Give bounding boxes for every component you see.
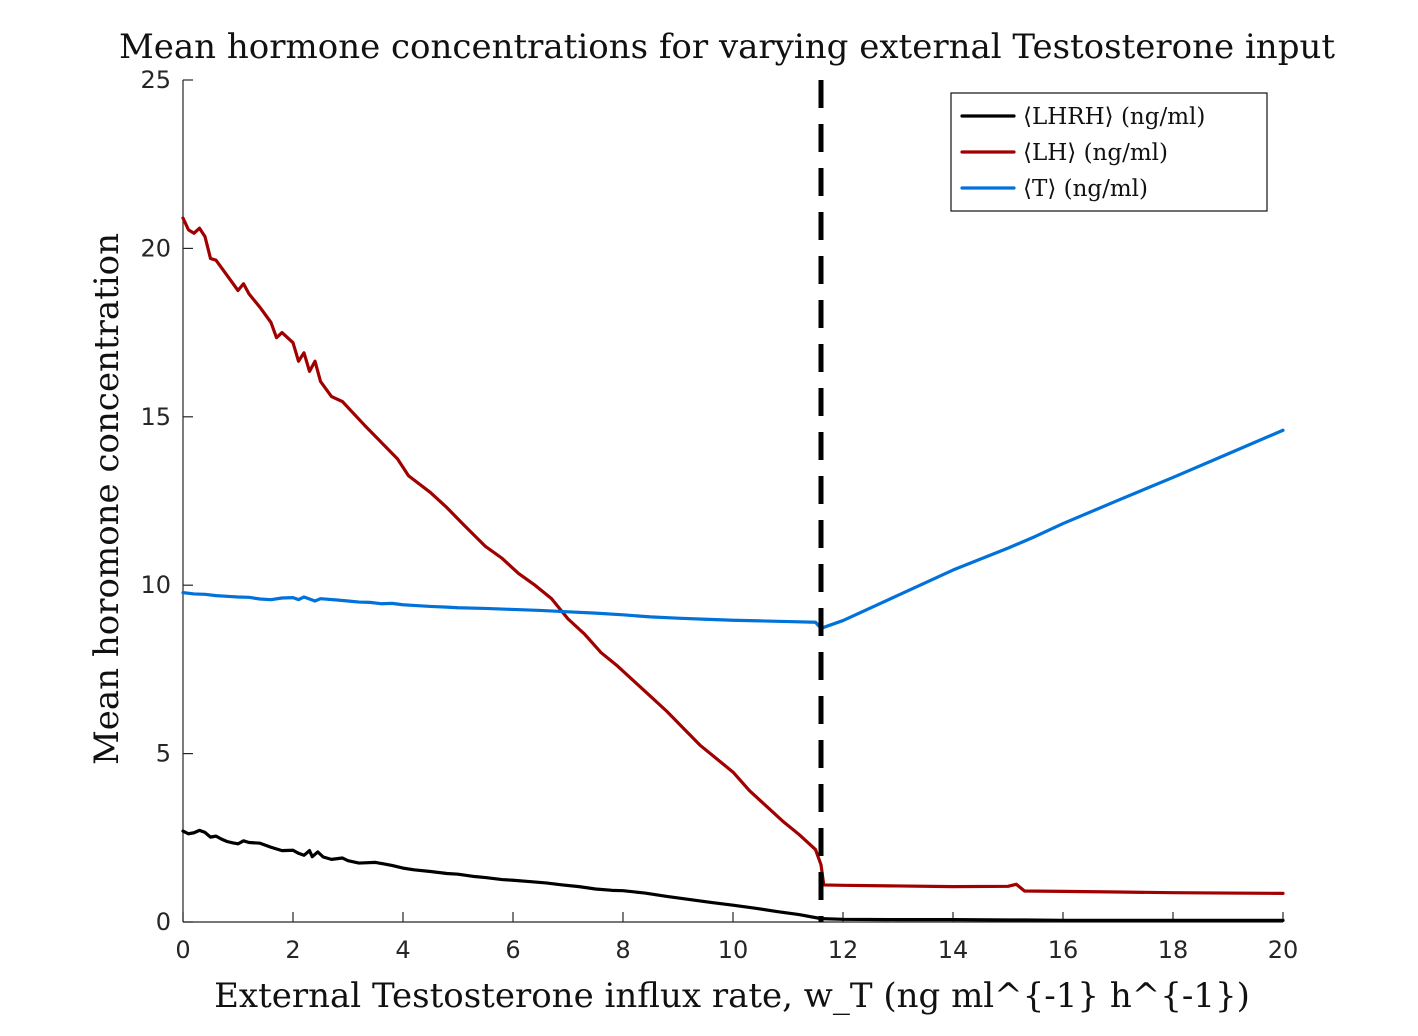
series-line [181,428,1285,630]
x-axis-label: External Testosterone influx rate, w_T (… [214,976,1250,1016]
series-group [181,216,1285,922]
y-tick-label: 0 [156,908,171,936]
x-tick-label: 18 [1158,936,1189,964]
x-tick-label: 12 [828,936,859,964]
x-tick-label: 2 [285,936,300,964]
legend-label: ⟨LH⟩ (ng/ml) [1023,140,1168,166]
x-tick-label: 10 [718,936,749,964]
legend: ⟨LHRH⟩ (ng/ml) ⟨LH⟩ (ng/ml) ⟨T⟩ (ng/ml) [950,92,1268,212]
x-tick-label: 6 [505,936,520,964]
series-line [181,828,1285,922]
y-tick-label: 20 [140,234,171,262]
x-tick-label: 14 [938,936,969,964]
y-tick-label: 15 [140,403,171,431]
x-axis: 0 2 4 6 8 10 12 14 16 18 20 [175,912,1298,964]
y-tick-label: 25 [140,66,171,94]
x-tick-label: 20 [1268,936,1299,964]
y-axis-label: Mean horomone concentration [87,233,127,765]
x-tick-label: 16 [1048,936,1079,964]
x-tick-label: 4 [395,936,410,964]
legend-label: ⟨LHRH⟩ (ng/ml) [1023,104,1205,130]
y-tick-label: 5 [156,740,171,768]
x-tick-label: 0 [175,936,190,964]
legend-label: ⟨T⟩ (ng/ml) [1023,176,1148,202]
x-tick-label: 8 [615,936,630,964]
y-tick-label: 10 [140,571,171,599]
chart-title: Mean hormone concentrations for varying … [119,27,1335,67]
series-line [181,216,1285,895]
